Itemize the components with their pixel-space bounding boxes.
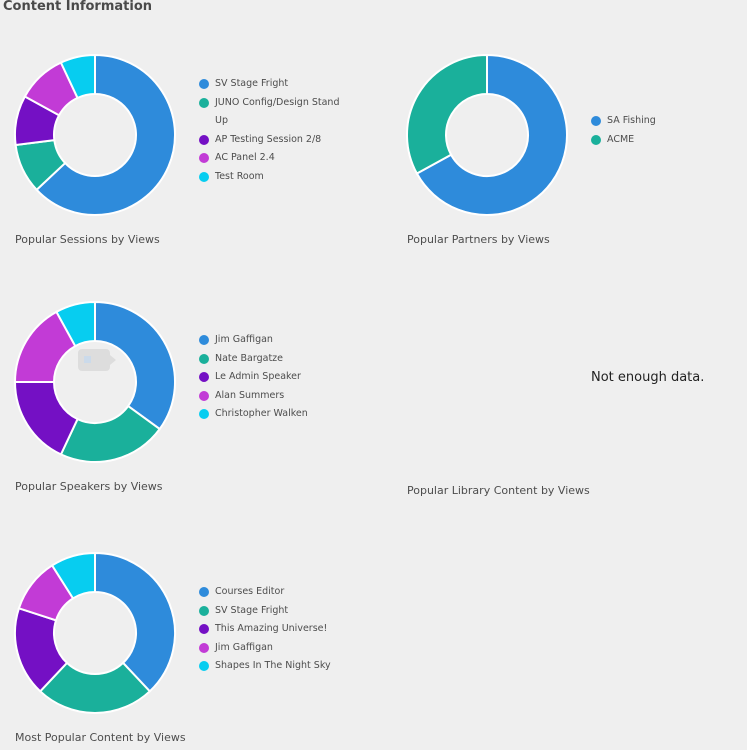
legend-item[interactable]: SV Stage Fright (199, 75, 344, 94)
legend-dot-icon (199, 353, 209, 364)
donut-slice[interactable] (59, 53, 96, 100)
legend-item[interactable]: AC Panel 2.4 (199, 149, 344, 168)
legend-dot-icon (199, 97, 209, 108)
sessions-donut-chart[interactable] (14, 53, 176, 216)
legend-dot-icon (199, 661, 209, 671)
legend-item[interactable]: SV Stage Fright (199, 602, 344, 621)
legend-item[interactable]: JUNO Config/Design Stand Up (199, 94, 344, 131)
legend-label: Shapes In The Night Sky (215, 660, 331, 671)
legend-item[interactable]: Test Room (199, 168, 344, 187)
donut-slice[interactable] (406, 53, 488, 175)
legend-dot-icon (199, 624, 209, 634)
legend-item[interactable]: ACME (591, 131, 736, 150)
legend-dot-icon (199, 153, 209, 163)
donut-slice[interactable] (38, 661, 152, 714)
legend-item[interactable]: AP Testing Session 2/8 (199, 131, 344, 150)
legend-label: Test Room (215, 170, 264, 182)
legend-item[interactable]: Alan Summers (199, 387, 344, 406)
sessions-legend: SV Stage Fright JUNO Config/Design Stand … (199, 75, 344, 186)
legend-label: Alan Summers (215, 389, 285, 401)
legend-label: JUNO Config/Design Stand Up (215, 96, 340, 127)
speakers-donut-chart[interactable] (13, 300, 176, 463)
legend-label: Jim Gaffigan (215, 641, 273, 653)
legend-dot-icon (199, 372, 209, 382)
legend-dot-icon (199, 171, 209, 182)
legend-item[interactable]: SA Fishing (591, 112, 736, 131)
legend-dot-icon (199, 587, 209, 597)
legend-label: AP Testing Session 2/8 (215, 133, 322, 145)
legend-label: Courses Editor (215, 586, 285, 597)
partners-caption: Popular Partners by Views (407, 233, 550, 246)
legend-label: Le Admin Speaker (215, 371, 301, 382)
legend-dot-icon (199, 134, 209, 145)
legend-dot-icon (199, 335, 209, 345)
legend-dot-icon (199, 390, 209, 401)
legend-dot-icon (591, 116, 601, 126)
tooltip-swatch (84, 356, 91, 363)
legend-label: Nate Bargatze (215, 352, 284, 364)
legend-item[interactable]: Shapes In The Night Sky (199, 657, 344, 676)
legend-item[interactable]: Jim Gaffigan (199, 639, 344, 658)
donut-slice[interactable] (94, 551, 176, 693)
content-caption: Most Popular Content by Views (15, 731, 186, 744)
donut-slice[interactable] (55, 300, 96, 348)
content-legend: Courses Editor SV Stage Fright This Amazin… (199, 583, 344, 676)
donut-slice[interactable] (35, 53, 176, 216)
legend-dot-icon (199, 79, 209, 89)
donut-slice[interactable] (50, 551, 96, 600)
legend-label: SV Stage Fright (215, 78, 289, 89)
library-empty-message: Not enough data. (591, 370, 705, 385)
chart-tooltip (78, 349, 116, 371)
legend-dot-icon (199, 409, 209, 419)
partners-donut-chart[interactable] (406, 53, 568, 216)
legend-label: SA Fishing (607, 115, 656, 126)
legend-item[interactable]: Christopher Walken (199, 405, 344, 424)
legend-dot-icon (199, 605, 209, 616)
legend-item[interactable]: Courses Editor (199, 583, 344, 602)
legend-label: ACME (607, 133, 635, 145)
library-caption: Popular Library Content by Views (407, 484, 590, 497)
legend-item[interactable]: Le Admin Speaker (199, 368, 344, 387)
legend-label: Jim Gaffigan (215, 334, 273, 345)
legend-item[interactable]: Nate Bargatze (199, 350, 344, 369)
legend-dot-icon (199, 642, 209, 653)
donut-slice[interactable] (415, 53, 568, 216)
legend-item[interactable]: This Amazing Universe! (199, 620, 344, 639)
legend-label: Christopher Walken (215, 408, 308, 419)
legend-label: AC Panel 2.4 (215, 152, 275, 163)
speakers-legend: Jim Gaffigan Nate Bargatze Le Admin Speake… (199, 331, 344, 424)
sessions-caption: Popular Sessions by Views (15, 233, 160, 246)
legend-label: SV Stage Fright (215, 604, 289, 616)
legend-item[interactable]: Jim Gaffigan (199, 331, 344, 350)
donut-slice[interactable] (94, 300, 176, 431)
partners-legend: SA Fishing ACME (591, 112, 736, 149)
page-title: Content Information (3, 0, 153, 14)
legend-label: This Amazing Universe! (215, 623, 328, 634)
speakers-caption: Popular Speakers by Views (15, 480, 163, 493)
content-donut-chart[interactable] (14, 551, 176, 714)
legend-dot-icon (591, 134, 601, 145)
